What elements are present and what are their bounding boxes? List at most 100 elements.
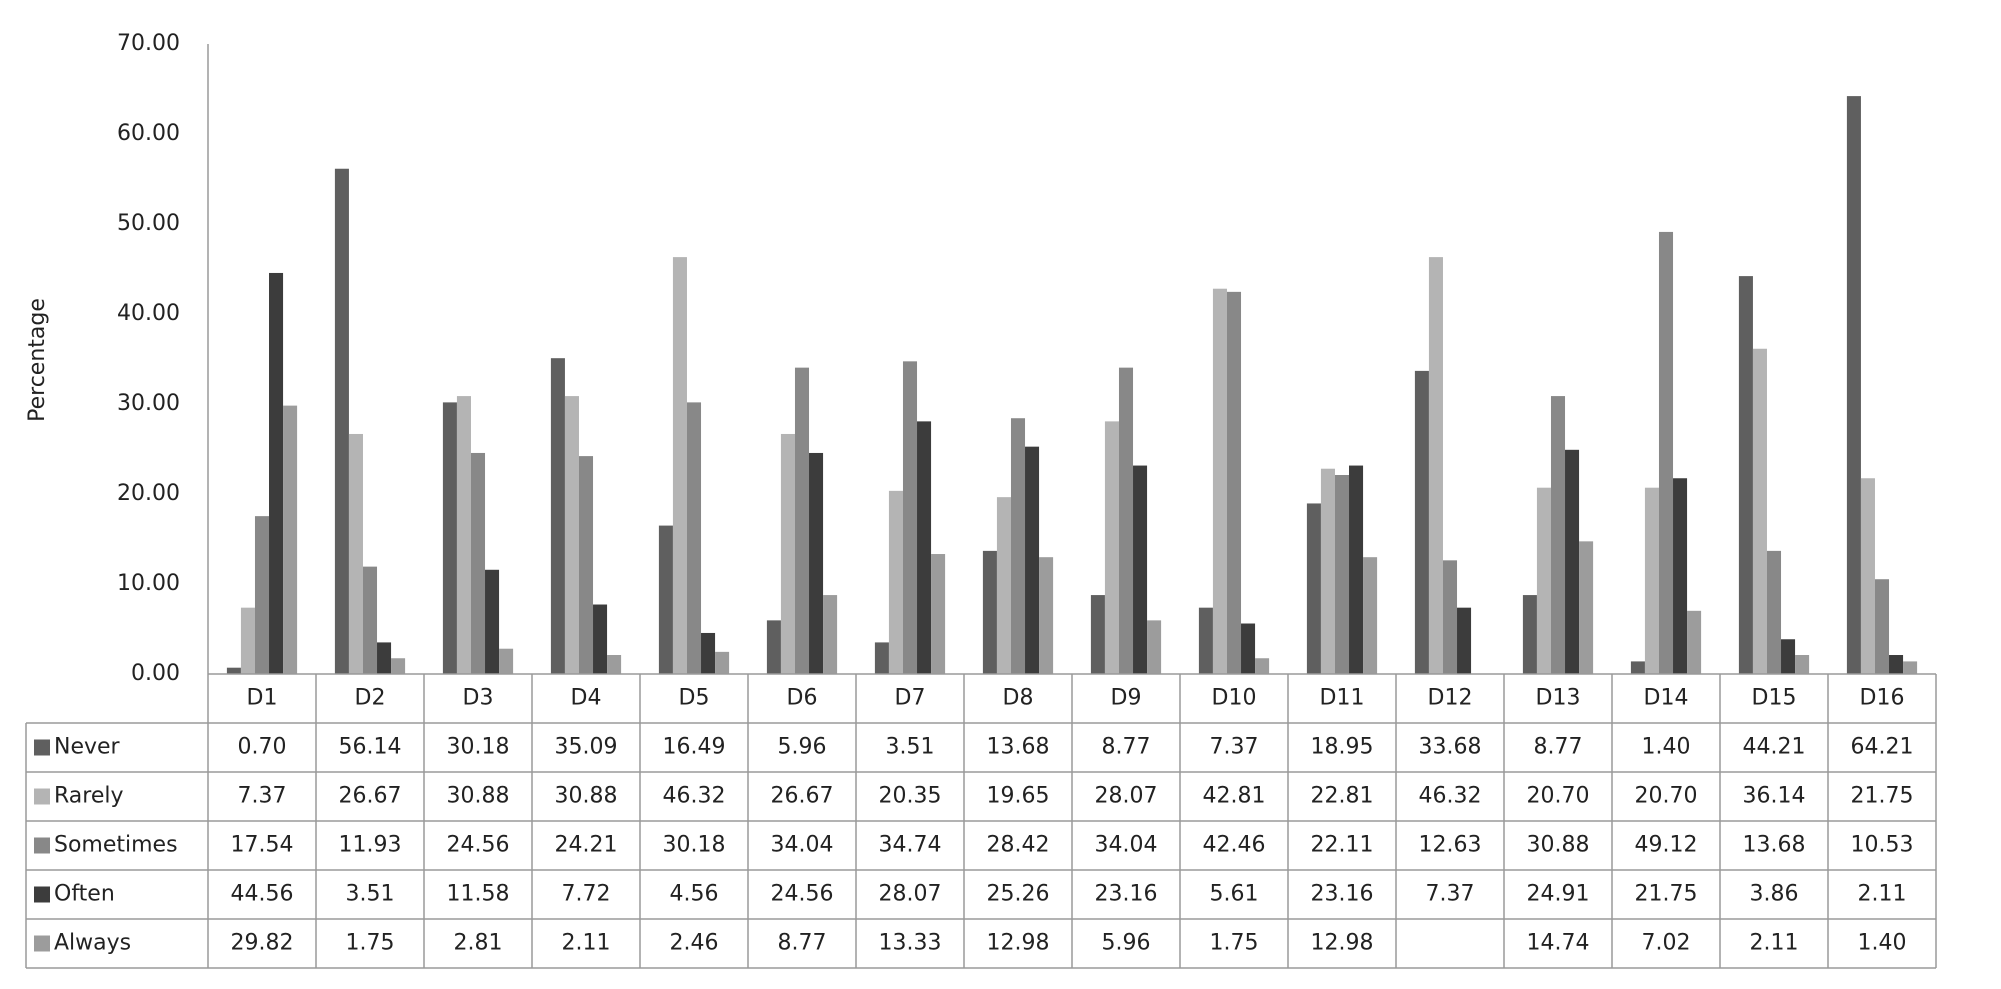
bar (1104, 421, 1119, 674)
bar (1010, 418, 1026, 674)
bar (982, 550, 997, 674)
table-value: 0.70 (238, 735, 287, 760)
table-value: 12.98 (987, 931, 1050, 956)
x-tick-label: D15 (1752, 686, 1797, 711)
x-tick-label: D8 (1003, 686, 1034, 711)
table-value: 24.56 (771, 882, 834, 907)
bar (658, 525, 673, 674)
bar (283, 405, 298, 674)
bar (809, 452, 824, 674)
table-value: 24.56 (447, 833, 510, 858)
table-value: 12.98 (1311, 931, 1374, 956)
bar (1090, 595, 1105, 674)
table-value: 22.81 (1311, 784, 1374, 809)
table-value: 7.72 (562, 882, 611, 907)
table-value: 2.46 (670, 931, 719, 956)
table-value: 1.40 (1858, 931, 1907, 956)
bar (1133, 465, 1148, 674)
bar (1860, 478, 1875, 674)
bar (442, 402, 457, 674)
table-value: 3.51 (886, 735, 935, 760)
bar (1457, 607, 1472, 674)
legend-label: Always (54, 931, 131, 956)
table-value: 1.40 (1642, 735, 1691, 760)
table-value: 18.95 (1311, 735, 1374, 760)
table-value: 28.07 (879, 882, 942, 907)
table-value: 44.56 (231, 882, 294, 907)
legend-swatch (34, 739, 50, 756)
table-value: 33.68 (1419, 735, 1482, 760)
table-value: 20.70 (1527, 784, 1590, 809)
table-value: 46.32 (1419, 784, 1482, 809)
bar (1687, 610, 1702, 674)
table-value: 8.77 (1534, 735, 1583, 760)
legend-swatch (34, 788, 50, 805)
bar (874, 642, 889, 674)
y-tick-label: 10.00 (117, 571, 180, 596)
bar (686, 402, 702, 674)
bar (1903, 661, 1918, 674)
table-value: 13.33 (879, 931, 942, 956)
bar (917, 421, 932, 674)
bar (780, 433, 795, 674)
table-value: 7.37 (238, 784, 287, 809)
y-tick-label: 40.00 (117, 301, 180, 326)
table-value: 21.75 (1635, 882, 1698, 907)
table-value: 28.07 (1095, 784, 1158, 809)
x-tick-label: D2 (355, 686, 386, 711)
bar (766, 620, 781, 674)
bar (1212, 288, 1227, 674)
bar (1565, 449, 1580, 674)
bar (1428, 257, 1443, 674)
table-value: 34.04 (771, 833, 834, 858)
bar (1846, 96, 1861, 675)
bar (1644, 487, 1659, 674)
bar (362, 566, 378, 674)
y-tick-label: 50.00 (117, 211, 180, 236)
x-tick-label: D11 (1320, 686, 1365, 711)
bar (1306, 503, 1321, 674)
table-value: 26.67 (771, 784, 834, 809)
table-value: 11.93 (339, 833, 402, 858)
table-value: 26.67 (339, 784, 402, 809)
bar (1752, 348, 1767, 674)
x-tick-label: D5 (679, 686, 710, 711)
bar (1874, 579, 1890, 674)
bar (715, 651, 730, 674)
x-tick-label: D7 (895, 686, 926, 711)
table-value: 21.75 (1851, 784, 1914, 809)
table-value: 2.81 (454, 931, 503, 956)
y-tick-label: 60.00 (117, 121, 180, 146)
table-value: 4.56 (670, 882, 719, 907)
bar (499, 648, 514, 674)
table-value: 30.88 (555, 784, 618, 809)
table-value: 17.54 (231, 833, 294, 858)
table-value: 12.63 (1419, 833, 1482, 858)
bar (1781, 639, 1796, 674)
y-tick-label: 0.00 (131, 661, 180, 686)
bar (1025, 446, 1040, 674)
table-value: 3.51 (346, 882, 395, 907)
table-value: 44.21 (1743, 735, 1806, 760)
table-value: 20.35 (879, 784, 942, 809)
x-tick-label: D3 (463, 686, 494, 711)
table-value: 5.61 (1210, 882, 1259, 907)
bar (1363, 557, 1378, 674)
x-tick-label: D1 (247, 686, 278, 711)
table-value: 29.82 (231, 931, 294, 956)
table-value: 2.11 (562, 931, 611, 956)
bar (593, 604, 608, 674)
bar (226, 667, 241, 674)
bar (1673, 478, 1688, 674)
bar (1795, 655, 1810, 674)
x-tick-label: D14 (1644, 686, 1689, 711)
bar (1889, 655, 1904, 674)
x-tick-label: D16 (1860, 686, 1905, 711)
bar (240, 607, 255, 674)
y-tick-label: 70.00 (117, 31, 180, 56)
bar (607, 655, 622, 674)
table-value: 34.04 (1095, 833, 1158, 858)
bar (1658, 231, 1674, 675)
table-value: 42.46 (1203, 833, 1266, 858)
